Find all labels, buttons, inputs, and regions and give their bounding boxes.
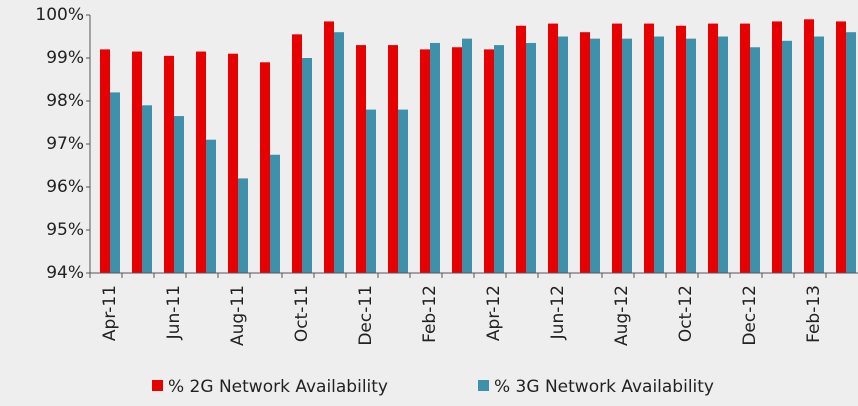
x-tick-label: Aug-12 xyxy=(612,285,632,346)
bar xyxy=(558,36,568,273)
bar xyxy=(292,34,302,273)
bar xyxy=(772,21,782,274)
x-tick-label: Feb-13 xyxy=(804,285,824,343)
bar xyxy=(334,32,344,274)
x-tick-label: Aug-11 xyxy=(228,285,248,346)
x-tick-label: Jun-12 xyxy=(548,285,568,340)
bar xyxy=(462,38,472,274)
bar xyxy=(708,23,718,273)
bar xyxy=(100,49,110,274)
bar xyxy=(174,116,184,273)
bar xyxy=(366,109,376,273)
bar xyxy=(590,38,600,274)
x-tick-label: Dec-12 xyxy=(740,285,760,346)
y-tick-label: 100% xyxy=(35,5,84,25)
bar xyxy=(654,36,664,273)
bar xyxy=(388,45,398,273)
bar xyxy=(494,45,504,273)
bar xyxy=(196,51,206,273)
bar xyxy=(238,178,248,273)
bar xyxy=(132,51,142,273)
bar xyxy=(836,21,846,274)
x-tick-label: Oct-11 xyxy=(292,285,312,342)
bar xyxy=(270,154,280,273)
bar xyxy=(516,25,526,273)
legend-label: % 3G Network Availability xyxy=(494,377,714,397)
bar xyxy=(302,58,312,273)
x-tick-label: Jun-11 xyxy=(164,285,184,340)
bar xyxy=(484,49,494,274)
x-tick-label: Apr-12 xyxy=(484,285,504,341)
y-tick-label: 98% xyxy=(46,91,84,111)
bar xyxy=(814,36,824,273)
bar xyxy=(750,47,760,273)
bar xyxy=(548,23,558,273)
y-tick-label: 94% xyxy=(46,263,84,283)
bar xyxy=(676,25,686,273)
x-tick-label: Oct-12 xyxy=(676,285,696,342)
bar xyxy=(740,23,750,273)
bar xyxy=(612,23,622,273)
bar xyxy=(644,23,654,273)
bar xyxy=(228,53,238,274)
y-tick-label: 96% xyxy=(46,177,84,197)
bar xyxy=(782,40,792,273)
bar xyxy=(804,19,814,273)
bar xyxy=(420,49,430,274)
bar xyxy=(452,47,462,273)
bar xyxy=(580,32,590,274)
y-tick-label: 95% xyxy=(46,220,84,240)
bar xyxy=(430,42,440,274)
bar xyxy=(206,139,216,273)
bar xyxy=(164,55,174,273)
legend-swatch xyxy=(152,380,163,391)
bar xyxy=(324,21,334,274)
bar xyxy=(356,45,366,273)
bar xyxy=(260,62,270,273)
bar xyxy=(622,38,632,274)
x-tick-label: Feb-12 xyxy=(420,285,440,343)
legend-swatch xyxy=(478,380,489,391)
y-tick-label: 99% xyxy=(46,48,84,68)
x-tick-label: Apr-11 xyxy=(100,285,120,341)
x-tick-label: Dec-11 xyxy=(356,285,376,346)
bar xyxy=(398,109,408,273)
bar xyxy=(686,38,696,274)
bar xyxy=(718,36,728,273)
bar xyxy=(526,42,536,274)
bar xyxy=(846,32,856,274)
bar xyxy=(142,105,152,273)
bar xyxy=(110,92,120,274)
legend-label: % 2G Network Availability xyxy=(168,377,388,397)
y-tick-label: 97% xyxy=(46,134,84,154)
